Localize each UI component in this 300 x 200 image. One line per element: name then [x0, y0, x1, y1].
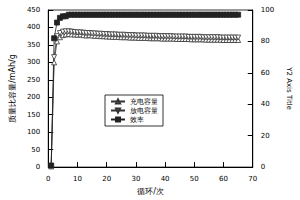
svg-text:放电容量: 放电容量 — [130, 107, 158, 115]
svg-text:0: 0 — [36, 163, 40, 171]
svg-text:60: 60 — [261, 69, 270, 77]
svg-text:循环/次: 循环/次 — [137, 187, 164, 196]
svg-text:0: 0 — [46, 175, 50, 183]
svg-text:80: 80 — [261, 37, 270, 45]
svg-text:Y2 Axis Title: Y2 Axis Title — [285, 66, 293, 110]
svg-text:20: 20 — [102, 175, 111, 183]
svg-text:450: 450 — [27, 6, 40, 14]
svg-text:50: 50 — [31, 146, 40, 154]
svg-text:350: 350 — [27, 41, 40, 49]
svg-text:30: 30 — [131, 175, 140, 183]
svg-text:20: 20 — [261, 132, 270, 140]
svg-text:0: 0 — [261, 163, 265, 171]
svg-text:40: 40 — [161, 175, 170, 183]
svg-text:300: 300 — [27, 58, 40, 66]
svg-text:250: 250 — [27, 76, 40, 84]
svg-text:70: 70 — [248, 175, 257, 183]
svg-text:效率: 效率 — [130, 116, 144, 124]
svg-text:100: 100 — [27, 128, 40, 136]
svg-text:200: 200 — [27, 93, 40, 101]
svg-text:100: 100 — [261, 6, 274, 14]
svg-text:60: 60 — [219, 175, 228, 183]
svg-text:150: 150 — [27, 111, 40, 119]
svg-text:质量比容量/mAh/g: 质量比容量/mAh/g — [8, 54, 17, 123]
svg-text:充电容量: 充电容量 — [130, 98, 158, 106]
svg-text:40: 40 — [261, 100, 270, 108]
svg-text:10: 10 — [73, 175, 82, 183]
svg-text:50: 50 — [190, 175, 199, 183]
svg-text:400: 400 — [27, 23, 40, 31]
